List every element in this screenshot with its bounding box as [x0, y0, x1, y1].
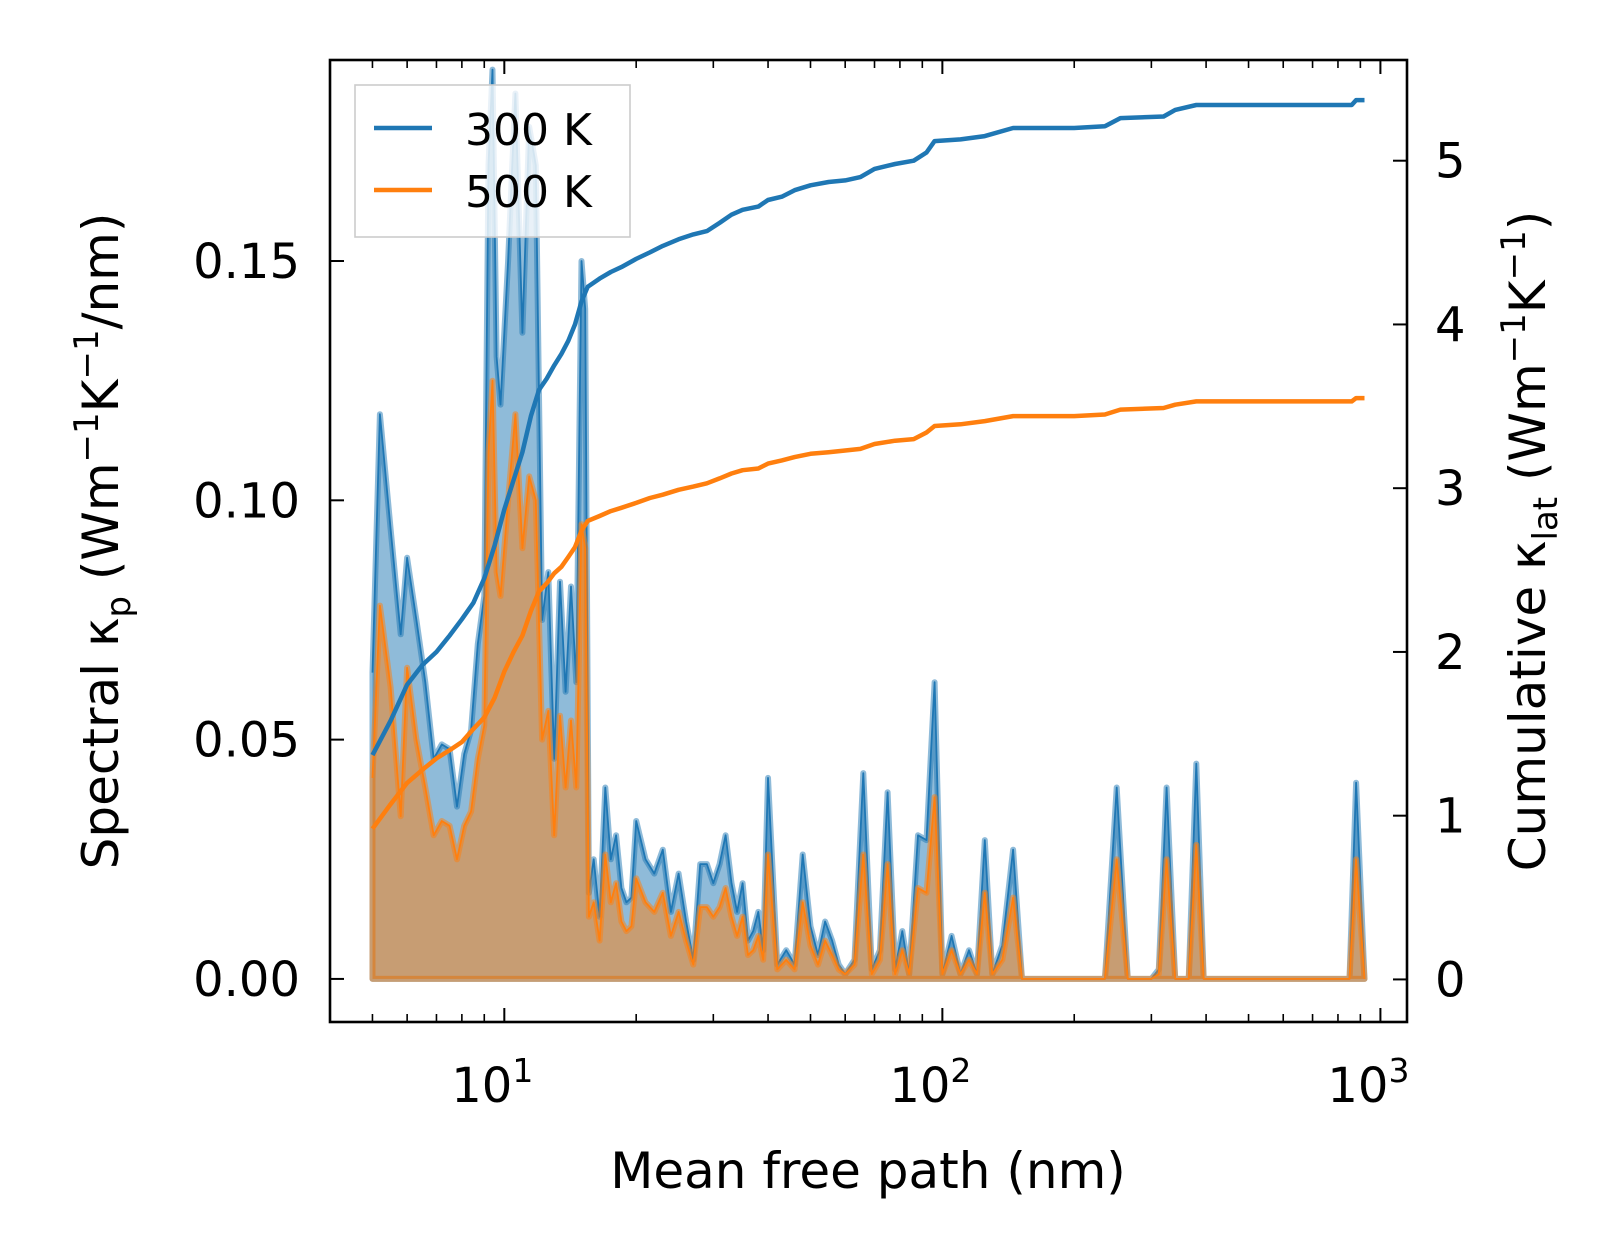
y-right-tick-label: 5	[1435, 134, 1466, 190]
legend-box	[354, 84, 631, 238]
y-right-tick-label: 1	[1435, 789, 1466, 845]
legend: 300 K 500 K	[354, 84, 631, 238]
y-left-label-unit-open: (Wm	[72, 462, 130, 596]
axis-ticks	[329, 60, 1407, 1022]
x-tick-label: 101	[451, 1051, 533, 1114]
y-left-label-prefix: Spectral κ	[72, 618, 130, 870]
x-tick-label: 103	[1327, 1051, 1409, 1114]
y-right-label-prefix: Cumulative κ	[1499, 540, 1557, 871]
y-axis-label-left: Spectral κp (Wm−1K−1/nm)	[67, 213, 139, 870]
y-left-tick-label: 0.10	[193, 473, 300, 529]
y-left-tick-label: 0.05	[193, 713, 300, 769]
x-axis-label: Mean free path (nm)	[610, 1142, 1126, 1200]
spectral-line-300k	[371, 68, 1366, 980]
y-left-label-sub: p	[99, 596, 139, 618]
spectral-line-500k	[371, 379, 1366, 980]
cumulative-lines	[370, 97, 1365, 831]
y-right-label-sup1: −1	[1494, 313, 1534, 363]
y-right-tick-label: 0	[1435, 952, 1466, 1008]
legend-label-300k: 300 K	[465, 105, 593, 156]
y-left-label-sup1: −1	[67, 412, 107, 462]
cumulative-line-300k	[370, 97, 1365, 757]
y-right-tick-label: 2	[1435, 625, 1466, 681]
y-right-label-mid: K	[1499, 279, 1557, 313]
y-right-tick-label: 3	[1435, 461, 1466, 517]
plot-frame	[328, 58, 1409, 1024]
y-right-label-sub: lat	[1526, 497, 1566, 541]
y-left-label-unit-close: /nm)	[72, 213, 130, 330]
y-axis-label-right: Cumulative κlat (Wm−1K−1)	[1494, 211, 1566, 871]
y-right-tick-label: 4	[1435, 297, 1466, 353]
y-left-label-mid: K	[72, 378, 130, 412]
tick-labels: 101 102 103 0.00 0.05 0.10 0.15 0 1 2 3 4 5	[193, 134, 1465, 1114]
y-left-label-sup2: −1	[67, 329, 107, 379]
y-right-label-unit-close: )	[1499, 211, 1557, 231]
x-tick-label: 102	[889, 1051, 971, 1114]
spectral-fills	[369, 66, 1368, 982]
y-right-label-sup2: −1	[1494, 230, 1534, 280]
y-left-tick-label: 0.00	[193, 952, 300, 1008]
y-left-tick-label: 0.15	[193, 234, 300, 290]
cumulative-line-500k	[370, 395, 1365, 831]
legend-label-500k: 500 K	[465, 167, 593, 218]
y-right-label-unit-open: (Wm	[1499, 363, 1557, 497]
